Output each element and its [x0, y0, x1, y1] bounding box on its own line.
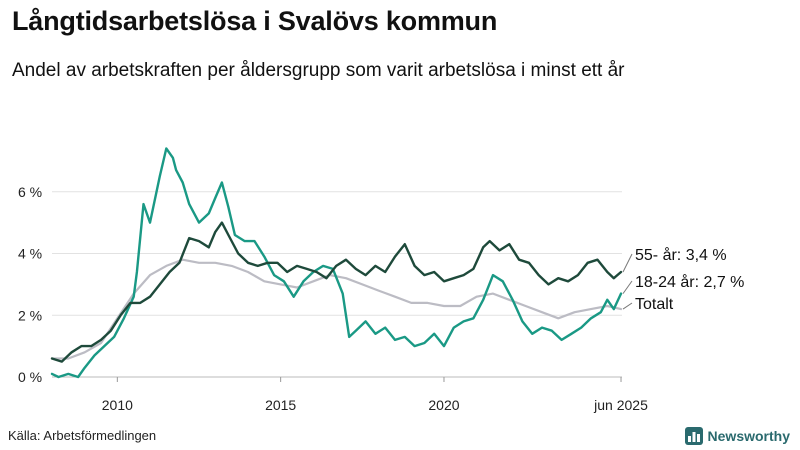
x-tick-label: 2015 — [265, 397, 296, 413]
x-tick-label: 2010 — [102, 397, 133, 413]
series-line-age18 — [50, 147, 623, 379]
chart-title: Långtidsarbetslösa i Svalövs kommun — [12, 6, 498, 36]
series-label-age18: 18-24 år: 2,7 % — [635, 273, 744, 291]
series-labels: Totalt 18-24 år: 2,7 % 55- år: 3,4 % — [622, 246, 744, 313]
series-label-leader — [622, 302, 633, 310]
series-lines — [50, 147, 623, 379]
y-tick-label: 0 % — [18, 369, 42, 385]
y-axis: 0 % 2 % 4 % 6 % — [18, 184, 42, 385]
x-axis: 2010 2015 2020 jun 2025 — [102, 377, 648, 413]
y-tick-label: 4 % — [18, 246, 42, 262]
series-label-total: Totalt — [635, 296, 674, 313]
brand-name: Newsworthy — [707, 428, 790, 444]
x-tick-label: 2020 — [428, 397, 459, 413]
gridlines — [52, 191, 622, 378]
x-tick-label: jun 2025 — [593, 397, 648, 413]
source-note: Källa: Arbetsförmedlingen — [8, 428, 157, 443]
bar-chart-icon — [684, 427, 703, 445]
newsworthy-logo[interactable]: Newsworthy — [684, 426, 790, 446]
series-label-leader — [622, 253, 633, 273]
chart-subtitle: Andel av arbetskraften per åldersgrupp s… — [12, 60, 625, 81]
series-line-age55 — [50, 221, 623, 363]
series-label-age55: 55- år: 3,4 % — [635, 246, 727, 264]
y-tick-label: 6 % — [18, 184, 42, 200]
y-tick-label: 2 % — [18, 307, 42, 323]
series-line-total — [50, 258, 623, 360]
series-label-leader — [622, 280, 633, 294]
